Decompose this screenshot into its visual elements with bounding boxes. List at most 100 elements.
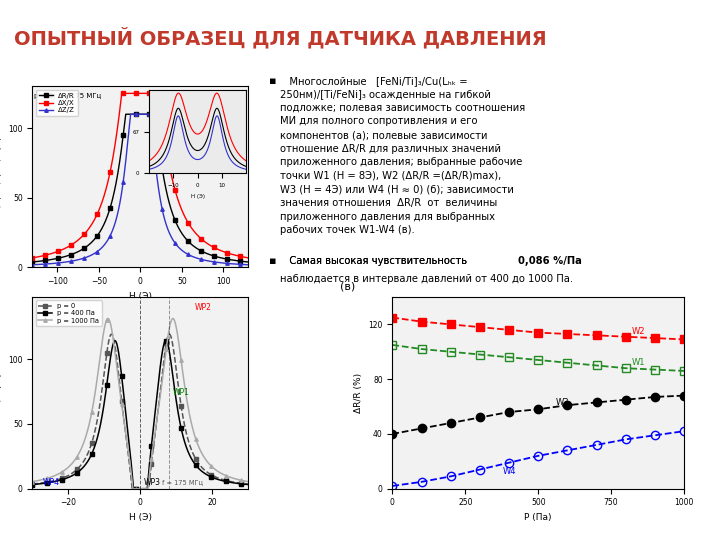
ΔR/R: [238, 258, 246, 265]
Text: Самая высокая чувствительность: Самая высокая чувствительность: [280, 256, 470, 266]
W2: [418, 319, 426, 325]
ΔZ/Z: [238, 261, 246, 268]
W3: [505, 409, 513, 415]
W4: [505, 460, 513, 466]
W2: [563, 330, 572, 337]
W4: [534, 453, 543, 459]
W1: [388, 342, 397, 348]
ΔZ/Z: [238, 261, 246, 268]
Line: W3: W3: [388, 392, 688, 438]
p = 1000 Па: [41, 476, 50, 482]
X-axis label: P (Па): P (Па): [524, 513, 552, 522]
ΔZ/Z: [133, 111, 142, 118]
p = 400 Па: [154, 380, 163, 386]
p = 1000 Па: [104, 315, 112, 322]
W4: [651, 432, 660, 438]
ΔX/X: [198, 237, 207, 243]
W2: [446, 321, 455, 328]
Text: (в): (в): [340, 281, 355, 292]
W3: [563, 402, 572, 408]
Line: ΔX/X: ΔX/X: [31, 92, 250, 260]
ΔR/R: [198, 248, 207, 255]
p = 0: [41, 479, 50, 485]
p = 400 Па: [28, 481, 37, 488]
p = 1000 Па: [215, 469, 223, 475]
Text: ▪: ▪: [269, 256, 276, 266]
W3: [680, 393, 688, 399]
ΔX/X: [133, 90, 142, 97]
W4: [475, 466, 484, 473]
ΔZ/Z: [126, 111, 135, 118]
ΔR/R: [28, 259, 37, 265]
W3: [418, 425, 426, 431]
p = 400 Па: [130, 485, 138, 492]
W4: [446, 473, 455, 480]
W4: [563, 447, 572, 454]
W3: [621, 396, 630, 403]
Y-axis label: ΔR/R (%): ΔR/R (%): [354, 373, 363, 413]
ΔR/R: [244, 259, 253, 265]
W1: [563, 360, 572, 366]
p = 1000 Па: [154, 407, 163, 413]
W1: [446, 348, 455, 355]
p = 400 Па: [215, 476, 223, 483]
p = 0: [107, 331, 116, 338]
ΔX/X: [244, 255, 253, 261]
ΔR/R: [133, 111, 142, 118]
W1: [534, 357, 543, 363]
ΔX/X: [39, 253, 48, 259]
ΔX/X: [127, 90, 136, 97]
ΔX/X: [28, 255, 37, 261]
W1: [475, 351, 484, 357]
W1: [621, 365, 630, 372]
ΔZ/Z: [244, 261, 253, 268]
Text: WP1: WP1: [173, 388, 189, 397]
Text: W3: W3: [556, 398, 570, 407]
ΔX/X: [238, 253, 246, 260]
Text: WP3: WP3: [144, 478, 161, 487]
W2: [475, 324, 484, 330]
Text: W2: W2: [631, 327, 645, 336]
ΔR/R: [238, 258, 246, 265]
ΔZ/Z: [198, 256, 207, 263]
X-axis label: H (Э): H (Э): [129, 292, 152, 301]
p = 0: [215, 475, 223, 482]
W2: [621, 334, 630, 340]
p = 400 Па: [244, 481, 253, 488]
W4: [388, 483, 397, 489]
p = 1000 Па: [192, 438, 201, 445]
Line: W4: W4: [388, 427, 688, 490]
W4: [418, 478, 426, 485]
p = 400 Па: [166, 356, 175, 362]
Line: ΔR/R: ΔR/R: [31, 112, 250, 264]
W1: [651, 366, 660, 373]
W1: [680, 368, 688, 374]
W4: [592, 442, 600, 448]
Y-axis label: ΔR/R, ΔX/X, ΔZ/Z (%): ΔR/R, ΔX/X, ΔZ/Z (%): [0, 137, 3, 217]
p = 0: [192, 457, 201, 464]
Text: p = 0; f = 175 МГц: p = 0; f = 175 МГц: [34, 92, 102, 98]
ΔZ/Z: [127, 111, 136, 118]
W2: [680, 336, 688, 343]
Text: Самая высокая чувствительность 0,086 %/Па: Самая высокая чувствительность 0,086 %/П…: [280, 256, 528, 266]
ΔR/R: [122, 111, 130, 118]
X-axis label: H (Э): H (Э): [129, 513, 152, 522]
W3: [592, 399, 600, 406]
p = 400 Па: [41, 480, 50, 487]
W1: [418, 346, 426, 352]
ΔX/X: [117, 90, 126, 97]
Text: наблюдается в интервале давлений от 400 до 1000 Па.: наблюдается в интервале давлений от 400 …: [280, 274, 573, 284]
Line: p = 400 Па: p = 400 Па: [31, 339, 250, 490]
p = 400 Па: [111, 338, 120, 344]
W2: [388, 314, 397, 321]
Legend: ΔR/R, ΔX/X, ΔZ/Z: ΔR/R, ΔX/X, ΔZ/Z: [36, 90, 78, 116]
Text: ▪: ▪: [269, 76, 276, 86]
W1: [505, 354, 513, 361]
Text: Многослойные   [FeNi/Ti]₃/Cu(Lₕₖ =
250нм)/[Ti/FeNi]₃ осажденные на гибкой
подлож: Многослойные [FeNi/Ti]₃/Cu(Lₕₖ = 250нм)/…: [280, 76, 525, 235]
W2: [534, 329, 543, 336]
Line: ΔZ/Z: ΔZ/Z: [31, 112, 250, 267]
p = 400 Па: [192, 463, 201, 470]
Text: WP4: WP4: [43, 478, 60, 487]
W3: [446, 420, 455, 426]
Legend: p = 0, p = 400 Па, p = 1000 Па: p = 0, p = 400 Па, p = 1000 Па: [36, 300, 102, 326]
